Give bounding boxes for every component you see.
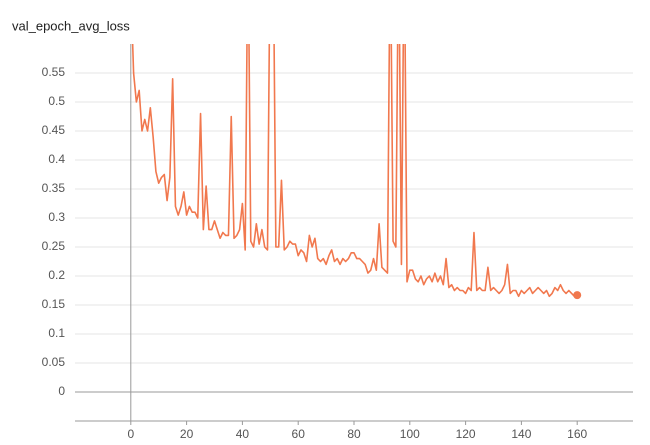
y-tick-label: 0.15 [42, 297, 66, 311]
y-tick-label: 0.35 [42, 181, 66, 195]
y-tick-label: 0.55 [42, 65, 66, 79]
chart-title: val_epoch_avg_loss [12, 18, 130, 33]
y-tick-label: 0.1 [48, 326, 65, 340]
x-tick-label: 20 [180, 427, 194, 441]
x-tick-label: 160 [567, 427, 587, 441]
y-tick-label: 0.2 [48, 268, 65, 282]
y-tick-label: 0.4 [48, 152, 65, 166]
y-tick-label: 0.25 [42, 239, 66, 253]
y-tick-label: 0 [58, 384, 65, 398]
x-tick-label: 40 [236, 427, 250, 441]
grid [75, 44, 633, 425]
x-tick-label: 0 [127, 427, 134, 441]
last-point [573, 291, 582, 300]
x-tick-label: 60 [292, 427, 306, 441]
series-line [131, 44, 578, 298]
y-tick-label: 0.45 [42, 123, 66, 137]
y-tick-label: 0.5 [48, 94, 65, 108]
y-tick-label: 0.3 [48, 210, 65, 224]
x-tick-label: 100 [400, 427, 420, 441]
x-tick-label: 80 [347, 427, 361, 441]
x-tick-label: 120 [456, 427, 476, 441]
y-tick-label: 0.05 [42, 355, 66, 369]
x-tick-label: 140 [511, 427, 531, 441]
plot-area [131, 44, 582, 300]
